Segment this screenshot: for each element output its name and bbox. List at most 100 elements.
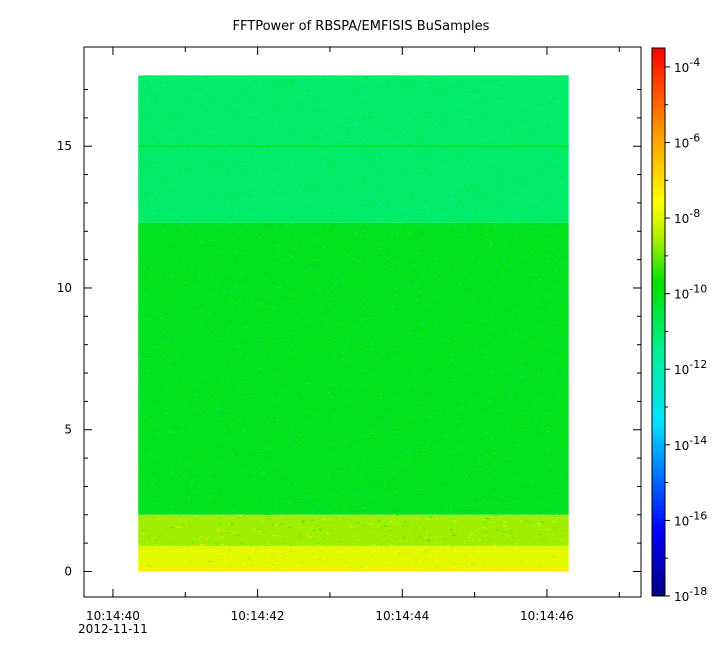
spectrogram-speckle bbox=[475, 220, 479, 222]
spectrogram-speckle bbox=[232, 482, 235, 484]
spectrogram-speckle bbox=[359, 335, 363, 337]
spectrogram-speckle bbox=[527, 427, 531, 429]
spectrogram-speckle bbox=[305, 89, 309, 91]
spectrogram-speckle bbox=[311, 519, 314, 521]
spectrogram-speckle bbox=[211, 119, 215, 121]
spectrogram-speckle bbox=[326, 225, 330, 227]
spectrogram-speckle bbox=[406, 159, 410, 161]
spectrogram-speckle bbox=[160, 340, 164, 342]
spectrogram-speckle bbox=[220, 536, 224, 538]
spectrogram-speckle bbox=[391, 79, 395, 81]
spectrogram-speckle bbox=[215, 90, 219, 92]
spectrogram-speckle bbox=[339, 215, 343, 217]
spectrogram-speckle bbox=[307, 190, 311, 192]
spectrogram-speckle bbox=[492, 119, 496, 121]
spectrogram-speckle bbox=[314, 169, 318, 171]
spectrogram-speckle bbox=[182, 93, 185, 95]
spectrogram-speckle bbox=[521, 452, 525, 454]
spectrogram-speckle bbox=[500, 180, 504, 182]
spectrogram-speckle bbox=[380, 184, 384, 186]
spectrogram-speckle bbox=[236, 345, 240, 347]
spectrogram-speckle bbox=[384, 522, 388, 524]
spectrogram-speckle bbox=[429, 86, 433, 88]
spectrogram-speckle bbox=[337, 437, 341, 439]
spectrogram-speckle bbox=[431, 128, 435, 130]
spectrogram-speckle bbox=[463, 127, 467, 128]
spectrogram-speckle bbox=[203, 497, 207, 499]
spectrogram-speckle bbox=[186, 244, 190, 246]
spectrogram-speckle bbox=[226, 379, 230, 380]
spectrogram-speckle bbox=[483, 539, 487, 541]
spectrogram-speckle bbox=[290, 182, 294, 184]
spectrogram-speckle bbox=[505, 152, 509, 154]
spectrogram-speckle bbox=[533, 76, 536, 78]
spectrogram-speckle bbox=[404, 122, 408, 124]
spectrogram-speckle bbox=[425, 302, 429, 304]
spectrogram-speckle bbox=[530, 504, 534, 506]
spectrogram-speckle bbox=[524, 353, 528, 355]
spectrogram-speckle bbox=[352, 257, 356, 259]
spectrogram-speckle bbox=[144, 166, 148, 168]
spectrogram-speckle bbox=[346, 317, 350, 319]
spectrogram-speckle bbox=[149, 198, 153, 200]
spectrogram-speckle bbox=[370, 433, 374, 435]
spectrogram-speckle bbox=[339, 193, 343, 195]
spectrogram-speckle bbox=[490, 534, 494, 536]
spectrogram-speckle bbox=[437, 78, 441, 80]
spectrogram-speckle bbox=[529, 83, 533, 85]
spectrogram-speckle bbox=[274, 267, 278, 269]
spectrogram-speckle bbox=[156, 214, 160, 216]
spectrogram-speckle bbox=[254, 132, 258, 134]
spectrogram-speckle bbox=[396, 223, 400, 225]
spectrogram-speckle bbox=[155, 400, 159, 402]
spectrogram-speckle bbox=[503, 525, 507, 527]
spectrogram-speckle bbox=[295, 209, 299, 211]
spectrogram-speckle bbox=[516, 199, 520, 201]
spectrogram-speckle bbox=[159, 444, 162, 446]
spectrogram-speckle bbox=[174, 219, 178, 221]
spectrogram-speckle bbox=[375, 148, 379, 150]
spectrogram-speckle bbox=[298, 551, 302, 553]
spectrogram-speckle bbox=[499, 558, 503, 560]
spectrogram-speckle bbox=[423, 83, 427, 85]
spectrogram-speckle bbox=[142, 95, 145, 96]
spectrogram-speckle bbox=[273, 268, 277, 270]
spectrogram-speckle bbox=[265, 513, 269, 515]
spectrogram-speckle bbox=[416, 247, 420, 249]
spectrogram-speckle bbox=[140, 465, 144, 467]
spectrogram-speckle bbox=[330, 112, 334, 113]
spectrogram-speckle bbox=[165, 412, 168, 414]
spectrogram-speckle bbox=[357, 539, 361, 541]
spectrogram-speckle bbox=[339, 351, 343, 353]
spectrogram-speckle bbox=[484, 234, 488, 236]
spectrogram-speckle bbox=[506, 552, 510, 554]
spectrogram-speckle bbox=[296, 488, 300, 490]
spectrogram-speckle bbox=[457, 239, 461, 241]
spectrogram-speckle bbox=[308, 281, 312, 283]
spectrogram-speckle bbox=[425, 566, 429, 568]
spectrogram-speckle bbox=[274, 507, 278, 509]
spectrogram-speckle bbox=[383, 248, 387, 250]
spectrogram-speckle bbox=[256, 103, 260, 105]
spectrogram-speckle bbox=[510, 419, 513, 420]
spectrogram-speckle bbox=[434, 123, 438, 125]
spectrogram-speckle bbox=[488, 110, 492, 112]
spectrogram-speckle bbox=[256, 134, 260, 136]
spectrogram-speckle bbox=[475, 529, 479, 531]
spectrogram-speckle bbox=[276, 179, 280, 181]
spectrogram-speckle bbox=[501, 256, 505, 258]
spectrogram-speckle bbox=[364, 327, 368, 329]
spectrogram-speckle bbox=[175, 92, 179, 94]
spectrogram-speckle bbox=[207, 102, 211, 104]
spectrogram-speckle bbox=[280, 302, 284, 304]
spectrogram-speckle bbox=[316, 507, 320, 508]
spectrogram-speckle bbox=[396, 137, 400, 139]
spectrogram-speckle bbox=[275, 458, 278, 460]
spectrogram-speckle bbox=[276, 451, 280, 453]
spectrogram-speckle bbox=[343, 385, 347, 387]
spectrogram-speckle bbox=[506, 561, 510, 563]
spectrogram-speckle bbox=[455, 196, 459, 198]
spectrogram-speckle bbox=[144, 559, 148, 561]
spectrogram-speckle bbox=[438, 104, 442, 106]
spectrogram-speckle bbox=[148, 486, 152, 488]
